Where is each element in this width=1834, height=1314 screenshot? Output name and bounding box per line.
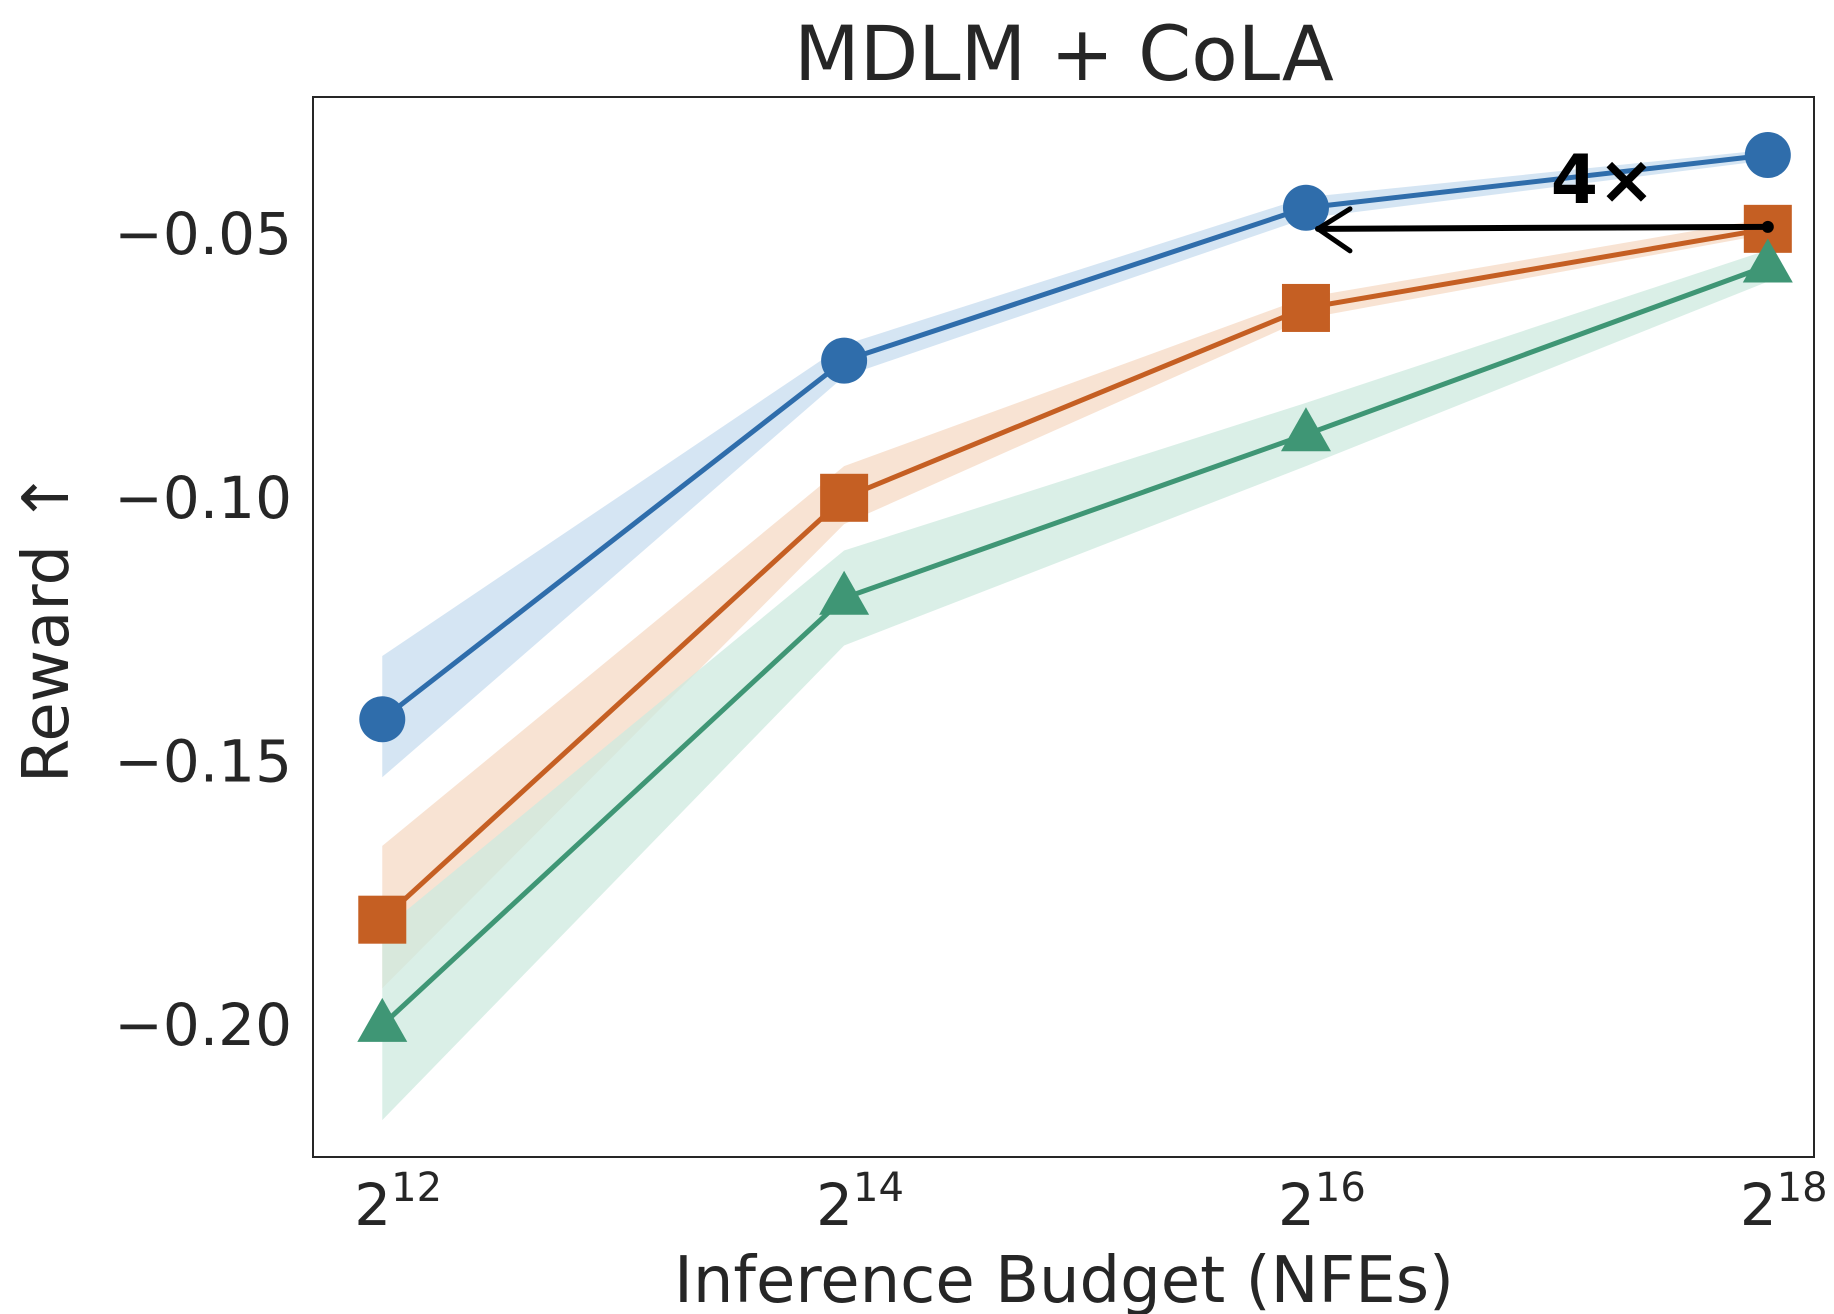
- orange-square-line: [380, 226, 1769, 922]
- y-axis-ticks: −0.05 −0.10 −0.15 −0.20: [114, 200, 292, 1059]
- x-tick-label: 212: [354, 1165, 442, 1239]
- y-tick-label: −0.15: [114, 727, 292, 795]
- green-triangle-point-3: [1280, 407, 1331, 452]
- series-lines: [380, 152, 1769, 1027]
- blue-circle-point-1: [359, 696, 406, 743]
- blue-circle-line: [380, 152, 1769, 722]
- annotation-label: 4×: [1551, 141, 1655, 220]
- speedup-annotation: 4×: [1314, 141, 1774, 254]
- green-triangle-point-1: [357, 997, 408, 1042]
- y-tick-label: −0.10: [114, 464, 292, 532]
- x-tick-label: 214: [816, 1165, 904, 1239]
- plot-frame: [312, 96, 1815, 1158]
- green-triangle-point-4: [1742, 238, 1793, 283]
- confidence-bands: [382, 149, 1768, 1121]
- orange-square-point-3: [1281, 283, 1330, 332]
- y-tick-label: −0.20: [114, 991, 292, 1059]
- blue-circle-point-2: [821, 337, 868, 384]
- x-tick-label: 218: [1740, 1165, 1828, 1239]
- annotation-arrow-shaft: [1314, 223, 1771, 232]
- y-axis-label: Reward ↑: [10, 471, 84, 783]
- x-tick-label: 216: [1278, 1165, 1366, 1239]
- blue-circle-point-3: [1282, 184, 1329, 231]
- annotation-arrow-tail: [1761, 220, 1774, 233]
- y-tick-label: −0.05: [114, 200, 292, 268]
- orange-square-point-1: [358, 895, 407, 944]
- chart-title: MDLM + CoLA: [794, 9, 1334, 98]
- green-triangle-point-2: [819, 570, 870, 615]
- x-axis-ticks: 212 214 216 218: [354, 1165, 1827, 1239]
- orange-square-point-2: [820, 473, 869, 522]
- x-axis-label: Inference Budget (NFEs): [674, 1244, 1454, 1314]
- green-triangle-line: [380, 263, 1769, 1027]
- blue-circle-band: [382, 149, 1768, 778]
- series-markers: [357, 132, 1793, 1042]
- blue-circle-point-4: [1744, 132, 1791, 179]
- annotation-arrow-head: [1315, 206, 1353, 254]
